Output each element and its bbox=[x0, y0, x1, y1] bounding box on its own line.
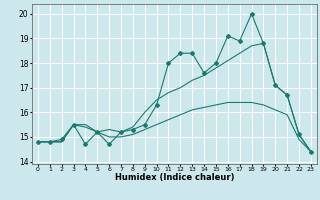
X-axis label: Humidex (Indice chaleur): Humidex (Indice chaleur) bbox=[115, 173, 234, 182]
